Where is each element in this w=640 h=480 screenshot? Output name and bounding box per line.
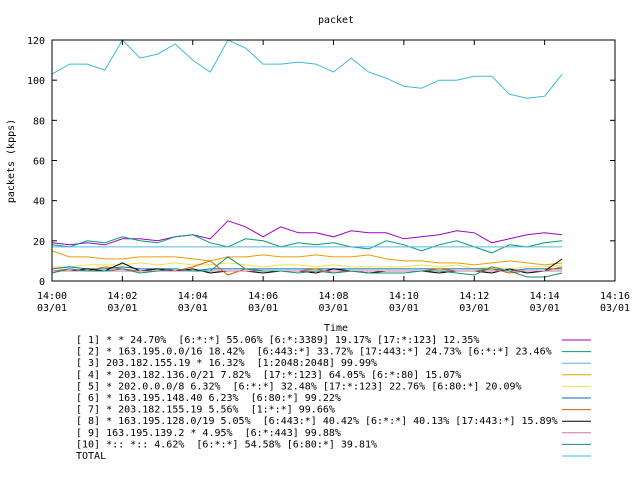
plot-lines <box>51 39 563 278</box>
x-tick-label-time: 14:00 <box>37 291 67 302</box>
plot-frame <box>51 39 616 282</box>
x-tick-label-time: 14:14 <box>530 291 560 302</box>
y-tick-label: 120 <box>27 36 45 47</box>
legend-label-4: [ 4] * 203.182.136.0/21 7.82% [17:*:123]… <box>76 370 461 381</box>
legend-label-5: [ 5] * 202.0.0.0/8 6.32% [6:*:*] 32.48% … <box>76 381 522 392</box>
x-tick-label-time: 14:06 <box>248 291 278 302</box>
x-tick-label-date: 03/01 <box>178 303 208 314</box>
x-tick-label-time: 14:08 <box>318 291 348 302</box>
y-tick-label: 80 <box>33 116 45 127</box>
x-tick-label-date: 03/01 <box>389 303 419 314</box>
x-axis: 14:0003/0114:0203/0114:0403/0114:0603/01… <box>37 40 630 314</box>
series-line-1 <box>51 220 563 246</box>
series-line-6 <box>51 266 563 272</box>
y-tick-label: 20 <box>33 237 45 248</box>
x-tick-label-date: 03/01 <box>107 303 137 314</box>
legend-label-11: TOTAL <box>76 451 106 462</box>
legend-label-6: [ 6] * 163.195.148.40 6.23% [6:80:*] 99.… <box>76 393 341 404</box>
x-tick-label-time: 14:04 <box>178 291 208 302</box>
x-tick-label-time: 14:10 <box>389 291 419 302</box>
legend-label-1: [ 1] * * 24.70% [6:*:*] 55.06% [6:*:3389… <box>76 335 479 346</box>
x-tick-label-date: 03/01 <box>530 303 560 314</box>
legend-label-9: [ 9] 163.195.139.2 * 4.95% [6:*:443] 99.… <box>76 428 341 439</box>
x-axis-label: Time <box>324 323 348 334</box>
series-line-4 <box>51 250 563 266</box>
legend-label-10: [10] *:: *:: 4.62% [6:*:*] 54.58% [6:80:… <box>76 439 377 450</box>
x-tick-label-date: 03/01 <box>459 303 489 314</box>
chart-title: packet <box>318 15 354 26</box>
legend: [ 1] * * 24.70% [6:*:*] 55.06% [6:*:3389… <box>76 335 591 462</box>
legend-label-2: [ 2] * 163.195.0.0/16 18.42% [6:443:*] 3… <box>76 347 552 358</box>
series-line-10 <box>51 256 563 278</box>
series-line-11 <box>51 39 563 99</box>
y-tick-label: 0 <box>39 277 45 288</box>
y-tick-label: 100 <box>27 76 45 87</box>
y-tick-label: 60 <box>33 157 45 168</box>
x-tick-label-date: 03/01 <box>37 303 67 314</box>
y-axis: 0 20 40 60 80 100 120 <box>27 36 615 288</box>
y-axis-label: packets (kpps) <box>6 119 17 203</box>
x-tick-label-date: 03/01 <box>600 303 630 314</box>
series-line-2 <box>51 234 563 254</box>
x-tick-label-time: 14:12 <box>459 291 489 302</box>
y-tick-label: 40 <box>33 197 45 208</box>
x-tick-label-time: 14:02 <box>107 291 137 302</box>
x-tick-label-date: 03/01 <box>248 303 278 314</box>
legend-label-3: [ 3] 203.182.155.19 * 16.32% [1:2048:204… <box>76 358 377 369</box>
x-tick-label-date: 03/01 <box>318 303 348 314</box>
x-tick-label-time: 14:16 <box>600 291 630 302</box>
legend-label-8: [ 8] * 163.195.128.0/19 5.05% [6:443:*] … <box>76 416 558 427</box>
legend-label-7: [ 7] * 203.182.155.19 5.56% [1:*:*] 99.6… <box>76 405 335 416</box>
